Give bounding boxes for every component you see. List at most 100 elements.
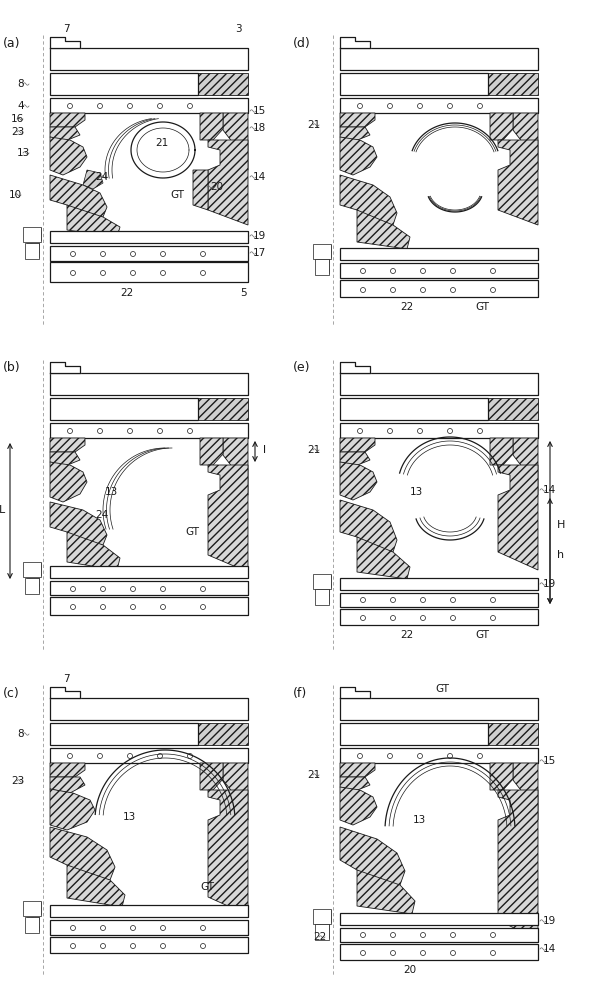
FancyBboxPatch shape	[340, 723, 488, 745]
FancyBboxPatch shape	[373, 578, 538, 590]
FancyBboxPatch shape	[50, 581, 248, 595]
Circle shape	[360, 615, 365, 620]
Circle shape	[160, 586, 166, 591]
Circle shape	[188, 428, 192, 434]
FancyBboxPatch shape	[25, 228, 41, 240]
Polygon shape	[67, 865, 125, 907]
FancyBboxPatch shape	[340, 373, 538, 395]
Text: 23: 23	[11, 776, 24, 786]
Circle shape	[130, 270, 136, 275]
FancyBboxPatch shape	[373, 928, 538, 942]
Circle shape	[67, 428, 73, 434]
FancyBboxPatch shape	[50, 48, 248, 70]
Text: 3: 3	[235, 24, 242, 34]
Circle shape	[201, 604, 205, 609]
Polygon shape	[340, 763, 375, 777]
FancyBboxPatch shape	[23, 562, 41, 577]
Circle shape	[391, 268, 395, 273]
Text: 13: 13	[105, 487, 118, 497]
Text: 13: 13	[123, 812, 136, 822]
Polygon shape	[50, 763, 85, 777]
Circle shape	[418, 428, 422, 434]
Text: (a): (a)	[3, 36, 21, 49]
FancyBboxPatch shape	[83, 938, 248, 953]
Polygon shape	[50, 789, 95, 830]
FancyBboxPatch shape	[50, 98, 248, 113]
Text: 8: 8	[17, 729, 24, 739]
Text: GT: GT	[475, 302, 489, 312]
FancyBboxPatch shape	[100, 373, 248, 395]
FancyBboxPatch shape	[83, 905, 248, 917]
Circle shape	[391, 597, 395, 602]
Circle shape	[360, 288, 365, 292]
Circle shape	[130, 944, 136, 948]
Circle shape	[418, 104, 422, 108]
FancyBboxPatch shape	[25, 902, 41, 914]
Text: 19: 19	[543, 916, 556, 926]
Text: (f): (f)	[293, 686, 307, 700]
Polygon shape	[340, 452, 370, 466]
Circle shape	[391, 950, 395, 956]
Text: 14: 14	[253, 172, 266, 182]
Circle shape	[70, 944, 76, 948]
FancyBboxPatch shape	[315, 259, 329, 275]
Text: 7: 7	[63, 674, 70, 684]
FancyBboxPatch shape	[50, 373, 248, 395]
FancyBboxPatch shape	[390, 723, 538, 745]
FancyBboxPatch shape	[390, 48, 538, 70]
Polygon shape	[50, 37, 80, 48]
Circle shape	[158, 104, 162, 108]
FancyBboxPatch shape	[50, 937, 248, 953]
Polygon shape	[340, 137, 377, 175]
Text: 14: 14	[543, 944, 556, 954]
FancyBboxPatch shape	[50, 698, 248, 720]
Text: GT: GT	[185, 527, 199, 537]
FancyBboxPatch shape	[25, 917, 39, 933]
Circle shape	[447, 754, 453, 758]
Text: 24: 24	[95, 510, 108, 520]
FancyBboxPatch shape	[373, 610, 538, 625]
Polygon shape	[50, 462, 87, 502]
Polygon shape	[223, 763, 248, 820]
Text: GT: GT	[475, 630, 489, 640]
Text: 14: 14	[543, 485, 556, 495]
Polygon shape	[357, 210, 410, 249]
FancyBboxPatch shape	[315, 575, 331, 587]
Polygon shape	[340, 113, 375, 127]
Polygon shape	[200, 763, 223, 790]
FancyBboxPatch shape	[100, 723, 248, 745]
Text: (e): (e)	[293, 361, 310, 374]
Circle shape	[158, 428, 162, 434]
Circle shape	[130, 586, 136, 591]
Text: 20: 20	[210, 182, 223, 192]
Polygon shape	[223, 438, 248, 495]
Polygon shape	[490, 763, 513, 790]
FancyBboxPatch shape	[340, 280, 538, 297]
Text: (d): (d)	[293, 36, 311, 49]
FancyBboxPatch shape	[50, 566, 248, 578]
Circle shape	[188, 104, 192, 108]
Text: h: h	[557, 550, 564, 560]
FancyBboxPatch shape	[100, 73, 248, 95]
Circle shape	[451, 615, 455, 620]
Polygon shape	[131, 122, 195, 178]
FancyBboxPatch shape	[373, 281, 538, 297]
Text: 19: 19	[543, 579, 556, 589]
Circle shape	[358, 754, 362, 758]
FancyBboxPatch shape	[340, 609, 538, 625]
FancyBboxPatch shape	[340, 913, 538, 925]
Text: GT: GT	[200, 882, 214, 892]
Circle shape	[127, 104, 133, 108]
Polygon shape	[200, 438, 223, 465]
Polygon shape	[50, 452, 80, 466]
FancyBboxPatch shape	[340, 48, 538, 70]
Circle shape	[130, 251, 136, 256]
Circle shape	[70, 586, 76, 591]
Text: 21: 21	[307, 770, 320, 780]
Text: (b): (b)	[3, 361, 21, 374]
FancyBboxPatch shape	[83, 231, 248, 243]
FancyBboxPatch shape	[27, 243, 39, 257]
FancyBboxPatch shape	[100, 398, 248, 420]
Circle shape	[100, 604, 106, 609]
Text: 20: 20	[403, 965, 416, 975]
